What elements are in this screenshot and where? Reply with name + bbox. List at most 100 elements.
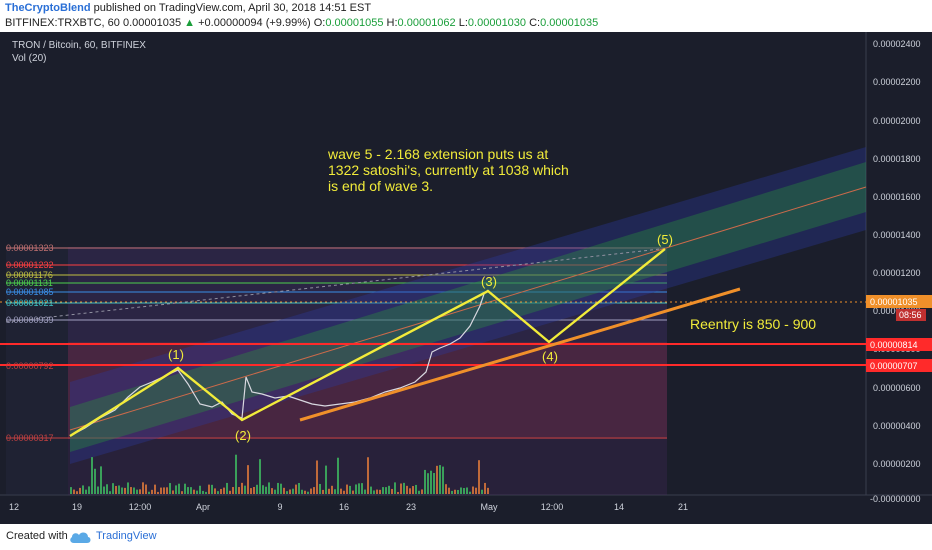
projection-dashed-line: [5, 248, 661, 323]
fib-label-1232: 0.00001232: [6, 260, 54, 270]
volume-bar: [193, 489, 195, 494]
channel-inner: [70, 162, 866, 452]
volume-bar: [283, 487, 285, 494]
time-tick: 12:00: [129, 502, 152, 512]
high-value: 0.00001062: [397, 17, 456, 29]
current-price-badge-text: 0.00001035: [870, 297, 918, 307]
symbol-label: BITFINEX:TRXBTC, 60: [5, 17, 120, 29]
annotation-line-3: is end of wave 3.: [328, 178, 433, 194]
open-value: 0.00001055: [325, 17, 384, 29]
volume-bar: [172, 490, 174, 494]
author-link[interactable]: TheCryptoBlend: [5, 2, 91, 14]
volume-bar: [151, 489, 153, 494]
volume-bar: [397, 491, 399, 494]
volume-bar: [292, 488, 294, 494]
fib-left-panel: [6, 247, 68, 495]
volume-bar: [79, 487, 81, 494]
price-tick: 0.00002000: [873, 116, 921, 126]
volume-bar: [367, 457, 369, 494]
volume-bar: [214, 488, 216, 494]
volume-bar: [421, 489, 423, 494]
countdown-text: 08:56: [899, 310, 922, 320]
volume-bar: [442, 466, 444, 494]
level-badge-707-text: 0.00000707: [870, 361, 918, 371]
volume-bar: [349, 485, 351, 494]
volume-bar: [184, 483, 186, 494]
plot-background: [0, 32, 866, 495]
volume-label: Vol (20): [12, 53, 47, 64]
annotation-line-2: 1322 satoshi's, currently at 1038 which: [328, 162, 569, 178]
open-label: O:: [313, 17, 326, 29]
time-tick: 23: [406, 502, 416, 512]
chart-canvas[interactable]: (1) (2) (3) (4) (5) wave 5 - 2.168 exten…: [0, 32, 932, 524]
volume-bar: [337, 457, 339, 494]
volume-bar: [418, 490, 420, 494]
level-badge-814: [866, 338, 932, 351]
price-tick: 0.00000400: [873, 421, 921, 431]
volume-bar: [445, 484, 447, 494]
fib-labels: 0.00001323 0.00001232 0.00001176 0.00001…: [6, 243, 54, 443]
time-tick: 21: [678, 502, 688, 512]
volume-bar: [223, 487, 225, 494]
time-tick: 16: [339, 502, 349, 512]
publication-line: TheCryptoBlend published on TradingView.…: [5, 2, 371, 14]
volume-bar: [100, 466, 102, 494]
volume-bar: [247, 465, 249, 494]
volume-bar: [394, 482, 396, 494]
volume-bar: [322, 489, 324, 494]
chart-header: TheCryptoBlend published on TradingView.…: [0, 0, 932, 32]
volume-bar: [94, 468, 96, 494]
volume-bar: [376, 489, 378, 494]
volume-bar: [295, 484, 297, 494]
price-tick: 0.00001600: [873, 192, 921, 202]
volume-bar: [436, 465, 438, 494]
volume-bar: [334, 489, 336, 494]
volume-bar: [136, 489, 138, 494]
volume-bar: [385, 487, 387, 494]
chart-area[interactable]: (1) (2) (3) (4) (5) wave 5 - 2.168 exten…: [0, 32, 932, 524]
volume-bar: [256, 484, 258, 494]
time-tick: May: [480, 502, 498, 512]
volume-bar: [178, 483, 180, 494]
price-tick: 0.00001400: [873, 230, 921, 240]
last-price: 0.00001035: [122, 17, 182, 29]
volume-bar: [97, 486, 99, 494]
volume-bar: [472, 486, 474, 494]
volume-bar: [235, 454, 237, 494]
volume-bar: [481, 489, 483, 494]
fib-label-1323: 0.00001323: [6, 243, 54, 253]
wave-label-4: (4): [542, 349, 558, 364]
volume-bar: [469, 491, 471, 494]
volume-bar: [475, 487, 477, 494]
volume-bar: [103, 486, 105, 494]
volume-bar: [112, 483, 114, 494]
volume-bar: [142, 482, 144, 494]
volume-bar: [139, 489, 141, 494]
volume-bar: [253, 486, 255, 494]
volume-bar: [196, 490, 198, 494]
volume-bar: [382, 487, 384, 494]
volume-bar: [211, 484, 213, 494]
fib-label-317: 0.00000317: [6, 433, 54, 443]
volume-bar: [157, 491, 159, 494]
volume-bar: [298, 482, 300, 494]
wave-label-5: (5): [657, 232, 673, 247]
volume-bar: [91, 457, 93, 494]
volume-bar: [310, 488, 312, 494]
chart-title: TRON / Bitcoin, 60, BITFINEX: [12, 40, 146, 51]
footer: Created with TradingView: [0, 524, 932, 550]
level-badge-707: [866, 359, 932, 372]
annotation-line-1: wave 5 - 2.168 extension puts us at: [327, 146, 548, 162]
volume-bar: [118, 485, 120, 494]
volume-bar: [220, 488, 222, 494]
volume-bar: [241, 482, 243, 494]
volume-bar: [277, 482, 279, 494]
tradingview-cloud-icon[interactable]: [68, 529, 92, 548]
tradingview-link[interactable]: TradingView: [96, 530, 157, 542]
volume-bar: [163, 487, 165, 494]
volume-bar: [463, 488, 465, 494]
volume-bar: [181, 491, 183, 494]
price-tick: 0.00000600: [873, 383, 921, 393]
volume-bar: [226, 482, 228, 494]
volume-bar: [160, 487, 162, 494]
